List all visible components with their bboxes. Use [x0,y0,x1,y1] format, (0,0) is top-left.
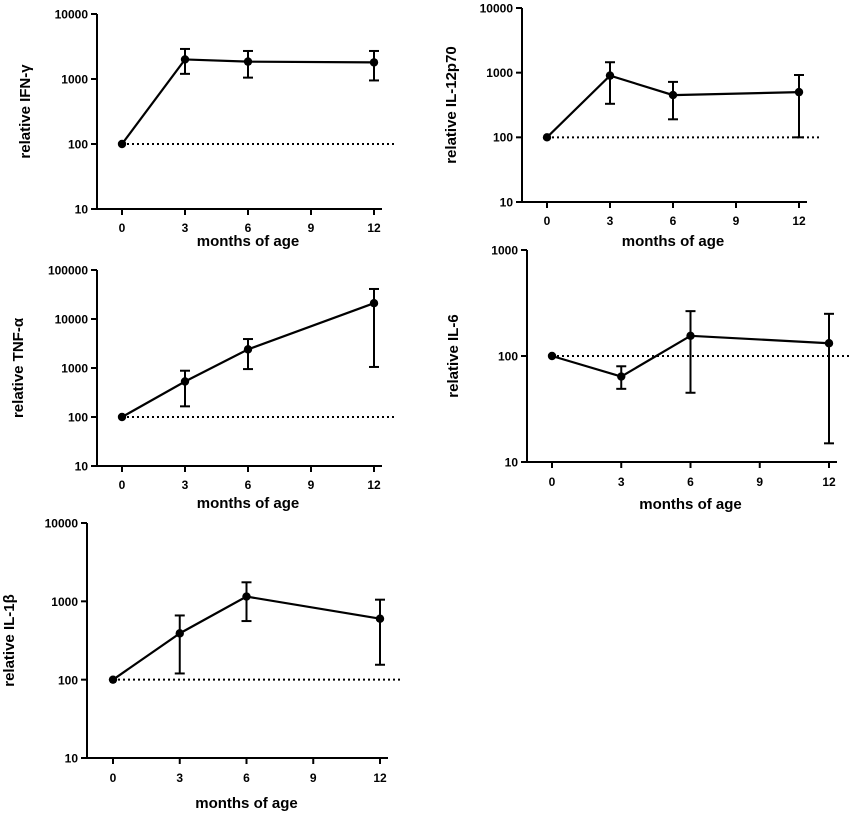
ifn-gamma-ytick-label: 10 [75,202,89,216]
il-12p70-ytick-label: 100 [493,131,513,145]
tnf-alpha-data-point [117,412,127,422]
ifn-gamma-data-point [369,58,379,67]
ifn-gamma-ytick-label: 100 [68,137,88,151]
il-1beta-ytick-label: 10000 [45,517,79,531]
il-1beta-data-point [375,614,385,623]
il-1beta-ytick-label: 10 [65,752,79,766]
il-1beta-xtick-label: 3 [176,771,183,785]
il-12p70-data-point [542,133,552,142]
ifn-gamma-xtick-label: 0 [119,221,126,235]
tnf-alpha-xtick-label: 12 [367,478,381,492]
il-12p70-xtick-label: 3 [607,214,614,228]
il-1beta-data-point [108,675,118,684]
tnf-alpha-data-point [369,299,379,308]
tnf-alpha-ytick-label: 100 [68,410,88,424]
il-6-xtick-label: 12 [822,475,836,489]
il-12p70-x-axis-title: months of age [622,233,725,250]
il-12p70-ytick-label: 1000 [486,66,513,80]
il-6-x-axis-title: months of age [639,496,742,513]
ifn-gamma-xtick-label: 9 [308,221,315,235]
tnf-alpha-ytick-label: 10 [75,459,89,473]
il-12p70-ytick-label: 10 [500,195,514,209]
tnf-alpha-ytick-label: 1000 [61,361,88,375]
tnf-alpha-xtick-label: 9 [308,478,315,492]
il-12p70-xtick-label: 0 [544,214,551,228]
il-6-xtick-label: 6 [687,475,694,489]
il-1beta-x-axis-title: months of age [195,795,298,812]
tnf-alpha-y-axis-title: relative TNF-α [10,317,27,418]
il-1beta-xtick-label: 9 [310,771,317,785]
il-6-ytick-label: 10 [505,456,519,470]
il-12p70-series-line [546,74,800,139]
il-12p70-data-point [605,71,615,80]
il-1beta-ytick-label: 1000 [51,595,78,609]
tnf-alpha-xtick-label: 3 [182,478,189,492]
ifn-gamma-data-point [243,57,253,66]
ifn-gamma-x-axis-title: months of age [197,233,300,250]
il-12p70-y-axis-title: relative IL-12p70 [443,46,460,164]
tnf-alpha-ytick-label: 10000 [55,312,89,326]
il-6-data-point [686,331,695,341]
il-12p70-data-point [794,87,804,97]
tnf-alpha-data-point [243,345,253,354]
tnf-alpha-xtick-label: 0 [119,478,126,492]
il-6-ytick-label: 1000 [491,244,518,258]
il-1beta-y-axis-title: relative IL-1β [1,594,18,687]
il-1beta-xtick-label: 0 [110,771,117,785]
il-12p70-xtick-label: 9 [733,214,740,228]
il-6-y-axis-title: relative IL-6 [445,314,462,397]
tnf-alpha-xtick-label: 6 [245,478,252,492]
il-6-series-line [551,334,830,378]
il-6-xtick-label: 3 [618,475,625,489]
il-6-xtick-label: 0 [549,475,556,489]
il-12p70-data-point [668,90,678,100]
il-6-data-point [617,372,626,381]
il-1beta-xtick-label: 12 [373,771,387,785]
ifn-gamma-series-line [121,58,375,145]
il-6-ytick-label: 100 [498,350,518,364]
tnf-alpha-x-axis-title: months of age [197,495,300,512]
il-1beta-ytick-label: 100 [58,673,78,687]
ifn-gamma-data-point [180,55,190,64]
ifn-gamma-xtick-label: 3 [182,221,189,235]
ifn-gamma-xtick-label: 12 [367,221,381,235]
tnf-alpha-panel: 10 100 1000 10000 100000 0 3 6 9 12 months of age r… [10,263,396,512]
ifn-gamma-xtick-label: 6 [245,221,252,235]
tnf-alpha-ytick-label: 100000 [48,263,88,277]
il-1beta-series-line [112,595,381,681]
il-12p70-xtick-label: 12 [792,214,806,228]
il-6-panel: 10 100 1000 0 3 6 9 12 months of age relative IL-… [445,244,851,513]
il-12p70-ytick-label: 10000 [480,1,514,15]
tnf-alpha-series-line [121,302,375,418]
ifn-gamma-ytick-label: 1000 [61,72,88,86]
ifn-gamma-ytick-label: 10000 [55,7,89,21]
il-12p70-panel: 10 100 1000 10000 0 3 6 9 12 months of age relativ… [443,1,821,250]
il-12p70-xtick-label: 6 [670,214,677,228]
il-6-data-point [824,339,834,348]
il-1beta-xtick-label: 6 [243,771,250,785]
il-1beta-data-point [242,592,251,601]
il-6-data-point [547,351,557,361]
ifn-gamma-panel: 10 100 1000 10000 0 3 6 9 12 months of age relativ… [17,7,396,250]
ifn-gamma-y-axis-title: relative IFN-γ [17,64,34,159]
tnf-alpha-data-point [180,377,190,386]
il-6-xtick-label: 9 [756,475,763,489]
ifn-gamma-data-point [117,139,127,149]
il-1beta-data-point [175,629,184,638]
il-1beta-panel: 10 100 1000 10000 0 3 6 9 12 months of age relativ… [1,517,402,812]
